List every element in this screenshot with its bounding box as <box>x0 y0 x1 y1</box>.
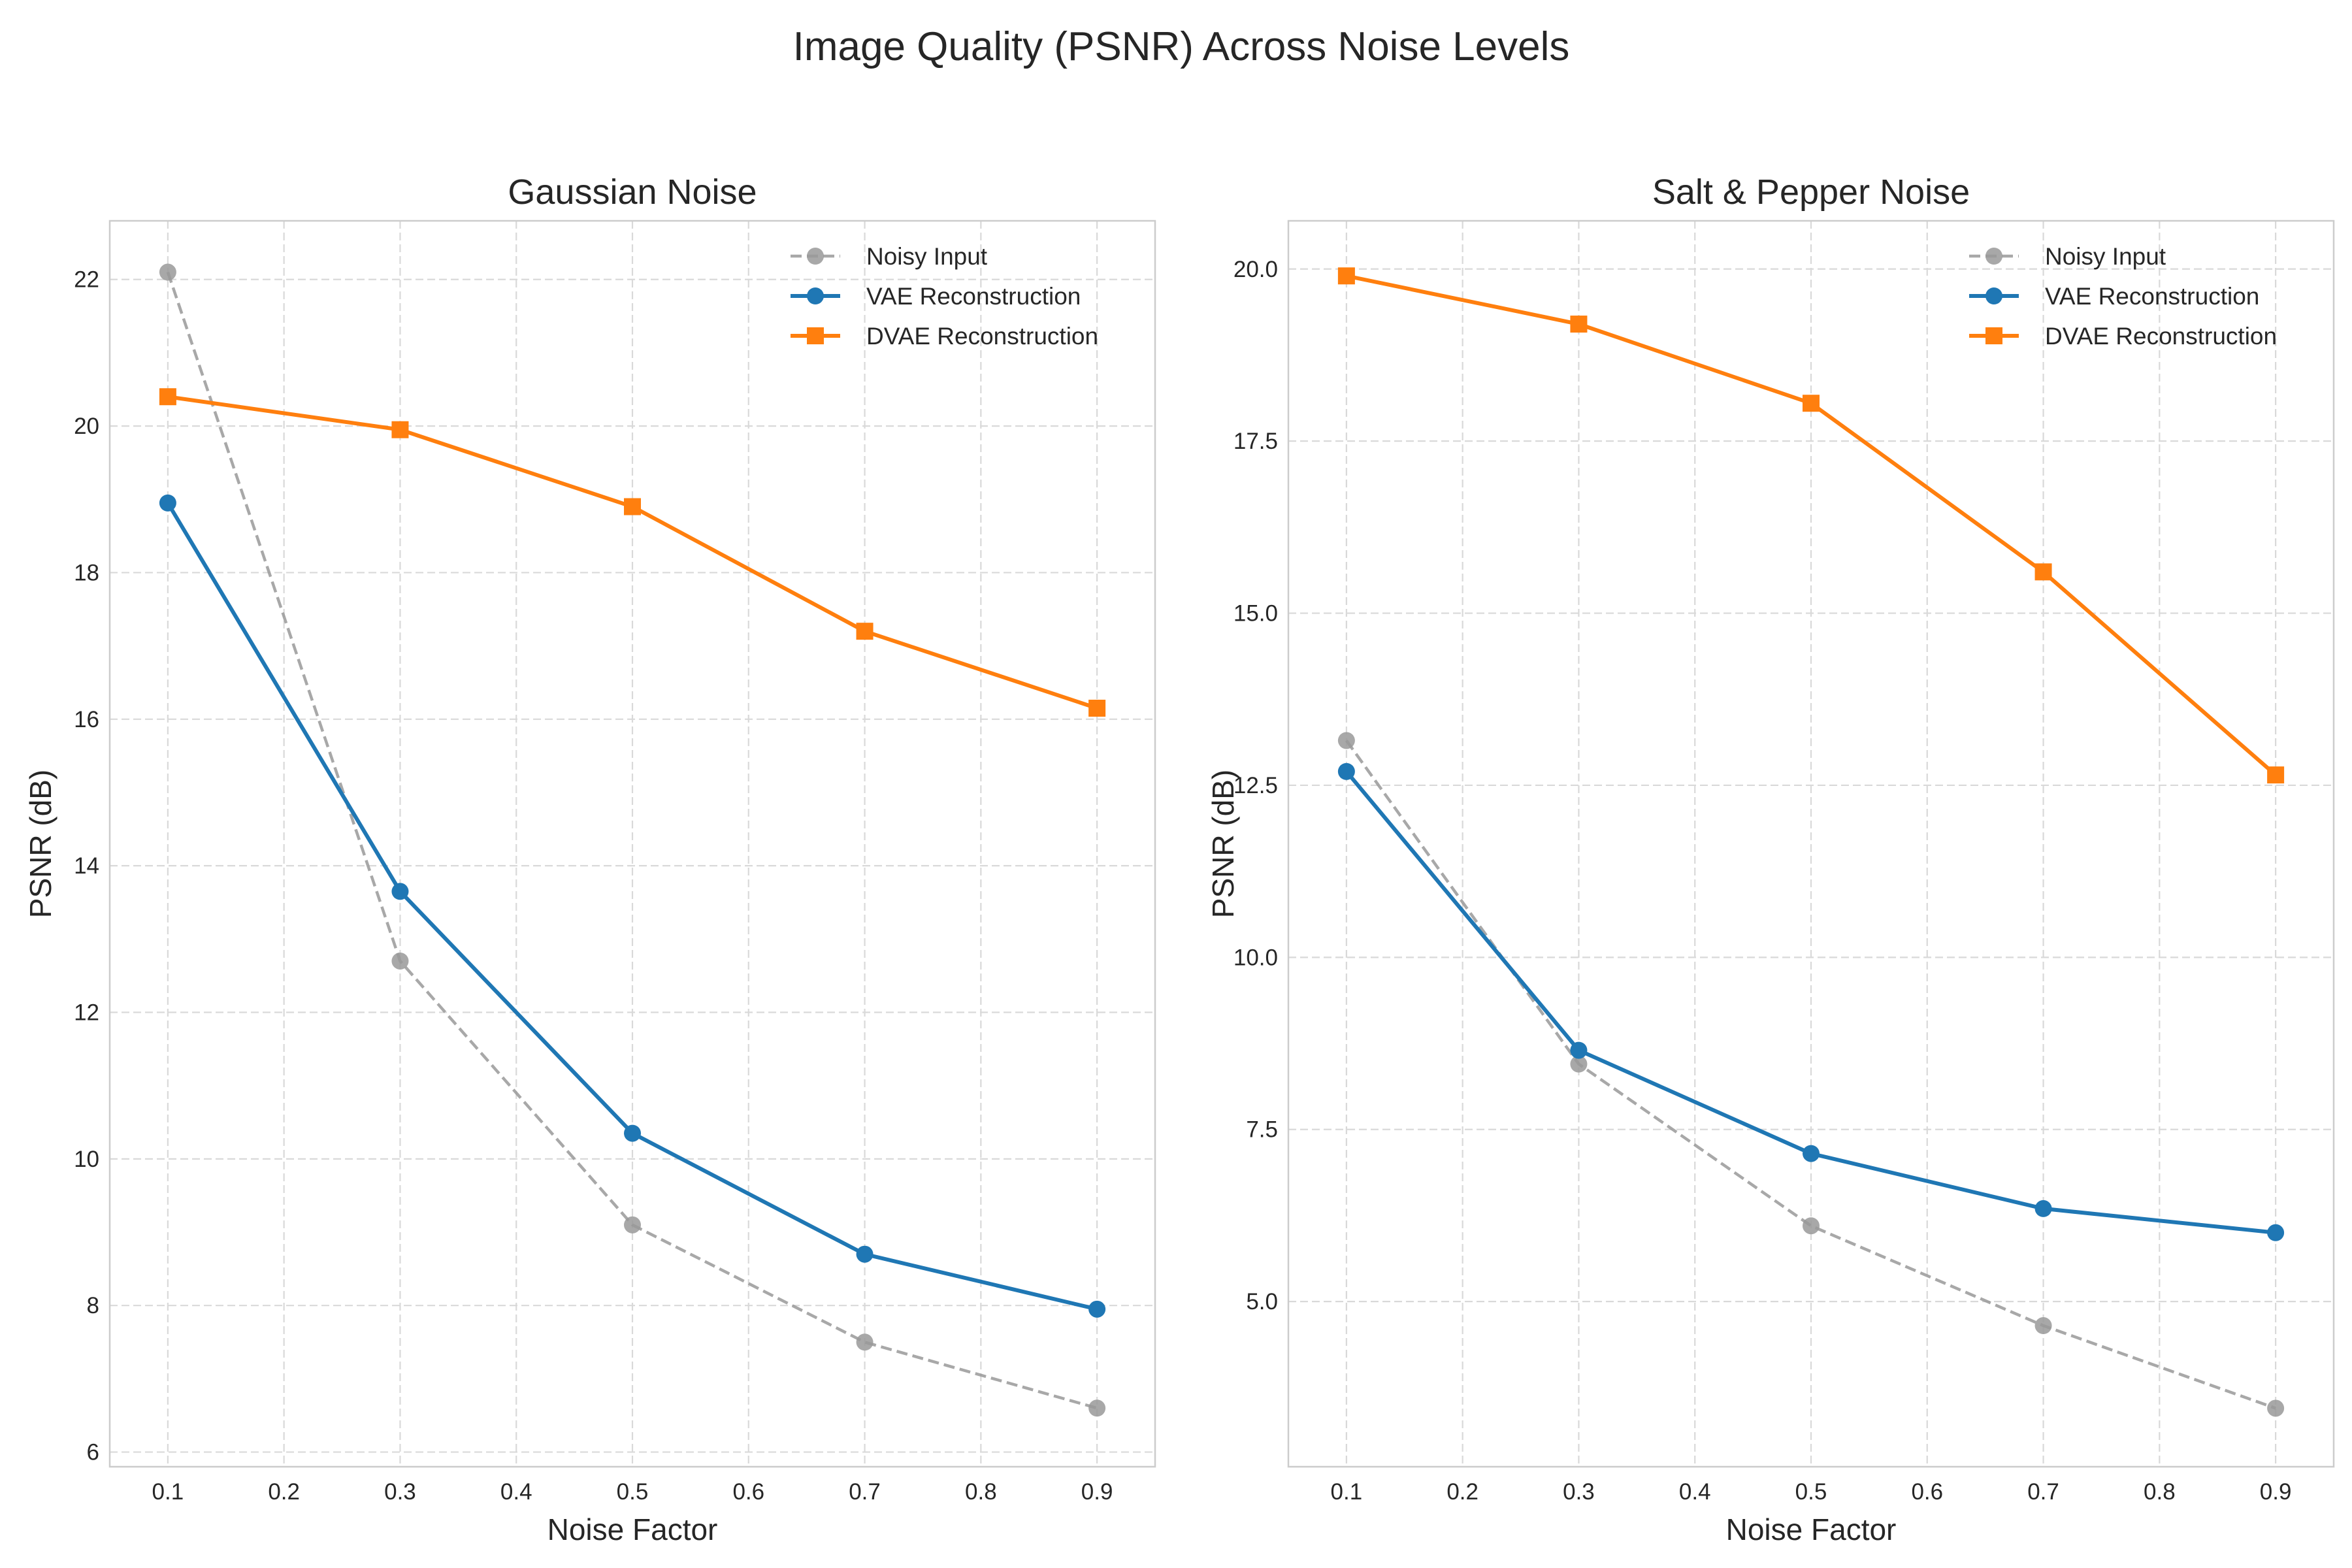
y-tick-label: 15.0 <box>1233 601 1278 627</box>
x-tick-label: 0.6 <box>732 1479 764 1505</box>
legend-marker-dvae-reconstruction <box>1985 327 2002 344</box>
data-point-noisy-input <box>2034 1317 2052 1335</box>
x-tick-label: 0.4 <box>1679 1479 1711 1505</box>
x-axis-label: Noise Factor <box>1726 1512 1897 1546</box>
data-point-vae-reconstruction <box>2034 1200 2052 1217</box>
y-tick-label: 12 <box>74 1000 99 1026</box>
data-point-dvae-reconstruction <box>1088 699 1106 717</box>
x-tick-label: 0.2 <box>268 1479 300 1505</box>
legend-label-dvae-reconstruction: DVAE Reconstruction <box>866 323 1098 350</box>
legend-label-vae-reconstruction: VAE Reconstruction <box>2045 283 2259 310</box>
x-tick-label: 0.6 <box>1911 1479 1943 1505</box>
data-point-vae-reconstruction <box>1570 1041 1588 1059</box>
data-point-vae-reconstruction <box>856 1245 874 1263</box>
data-point-dvae-reconstruction <box>391 421 409 438</box>
data-point-dvae-reconstruction <box>1337 267 1355 285</box>
data-point-vae-reconstruction <box>1337 762 1355 780</box>
y-tick-label: 20.0 <box>1233 257 1278 282</box>
legend-marker-noisy-input <box>807 248 824 265</box>
y-tick-label: 16 <box>74 707 99 732</box>
chart-panel-salt-pepper-noise: 0.1 0.2 0.3 0.4 0.5 0.6 0.7 0.8 0.9 5.0 7.5 10.0 12.… <box>1206 172 2335 1546</box>
data-point-dvae-reconstruction <box>159 388 176 406</box>
legend-marker-noisy-input <box>1985 248 2002 265</box>
y-tick-label: 6 <box>87 1440 99 1465</box>
y-tick-label: 10.0 <box>1233 945 1278 970</box>
x-tick-label: 0.4 <box>500 1479 532 1505</box>
y-tick-label: 18 <box>74 560 99 585</box>
data-point-vae-reconstruction <box>624 1124 641 1142</box>
legend-label-noisy-input: Noisy Input <box>2045 243 2166 270</box>
y-tick-label: 7.5 <box>1246 1117 1278 1143</box>
data-point-vae-reconstruction <box>2267 1224 2285 1241</box>
chart-title: Gaussian Noise <box>508 172 757 212</box>
data-point-noisy-input <box>624 1216 641 1233</box>
data-point-dvae-reconstruction <box>2267 766 2285 784</box>
legend-marker-vae-reconstruction <box>1985 287 2002 304</box>
x-tick-label: 0.1 <box>1331 1479 1363 1505</box>
data-point-noisy-input <box>159 263 176 281</box>
data-point-dvae-reconstruction <box>624 498 641 515</box>
x-tick-label: 0.5 <box>617 1479 649 1505</box>
data-point-dvae-reconstruction <box>1803 395 1820 412</box>
legend-marker-dvae-reconstruction <box>807 327 824 344</box>
x-tick-label: 0.5 <box>1795 1479 1827 1505</box>
data-point-dvae-reconstruction <box>1570 316 1588 333</box>
data-point-vae-reconstruction <box>1803 1145 1820 1162</box>
y-tick-label: 10 <box>74 1147 99 1172</box>
data-point-noisy-input <box>391 952 409 970</box>
y-tick-label: 14 <box>74 853 99 879</box>
y-tick-label: 22 <box>74 267 99 293</box>
y-tick-label: 8 <box>87 1293 99 1318</box>
data-point-noisy-input <box>856 1333 874 1351</box>
x-tick-label: 0.7 <box>849 1479 881 1505</box>
y-tick-label: 12.5 <box>1233 773 1278 798</box>
x-tick-label: 0.3 <box>1563 1479 1595 1505</box>
plot-frame <box>1287 220 2335 1468</box>
data-point-vae-reconstruction <box>1088 1300 1106 1318</box>
data-point-noisy-input <box>1570 1055 1588 1073</box>
x-tick-label: 0.8 <box>965 1479 997 1505</box>
data-point-dvae-reconstruction <box>2034 563 2052 581</box>
y-tick-label: 5.0 <box>1246 1289 1278 1315</box>
x-tick-label: 0.1 <box>152 1479 184 1505</box>
x-axis-label: Noise Factor <box>547 1512 718 1546</box>
x-tick-label: 0.2 <box>1446 1479 1478 1505</box>
data-point-dvae-reconstruction <box>856 623 874 640</box>
x-tick-label: 0.7 <box>2027 1479 2059 1505</box>
x-tick-label: 0.8 <box>2144 1479 2176 1505</box>
legend-label-noisy-input: Noisy Input <box>866 243 988 270</box>
plot-frame <box>108 220 1156 1468</box>
data-point-noisy-input <box>1088 1399 1106 1417</box>
data-point-noisy-input <box>1337 732 1355 749</box>
x-tick-label: 0.9 <box>2260 1479 2292 1505</box>
x-tick-label: 0.9 <box>1081 1479 1113 1505</box>
chart-title: Salt & Pepper Noise <box>1652 172 1970 212</box>
data-point-noisy-input <box>2267 1399 2285 1417</box>
legend-marker-vae-reconstruction <box>807 287 824 304</box>
y-axis-label: PSNR (dB) <box>24 770 57 918</box>
legend-label-dvae-reconstruction: DVAE Reconstruction <box>2045 323 2277 350</box>
data-point-vae-reconstruction <box>391 883 409 900</box>
y-tick-label: 17.5 <box>1233 429 1278 454</box>
x-tick-label: 0.3 <box>384 1479 416 1505</box>
figure-title: Image Quality (PSNR) Across Noise Levels <box>793 24 1570 69</box>
chart-panel-gaussian-noise: 0.1 0.2 0.3 0.4 0.5 0.6 0.7 0.8 0.9 6 8 10 12 14 16 18 2… <box>24 172 1156 1546</box>
y-tick-label: 20 <box>74 414 99 439</box>
data-point-vae-reconstruction <box>159 494 176 512</box>
legend-label-vae-reconstruction: VAE Reconstruction <box>866 283 1081 310</box>
data-point-noisy-input <box>1803 1217 1820 1235</box>
y-axis-label: PSNR (dB) <box>1206 770 1240 918</box>
